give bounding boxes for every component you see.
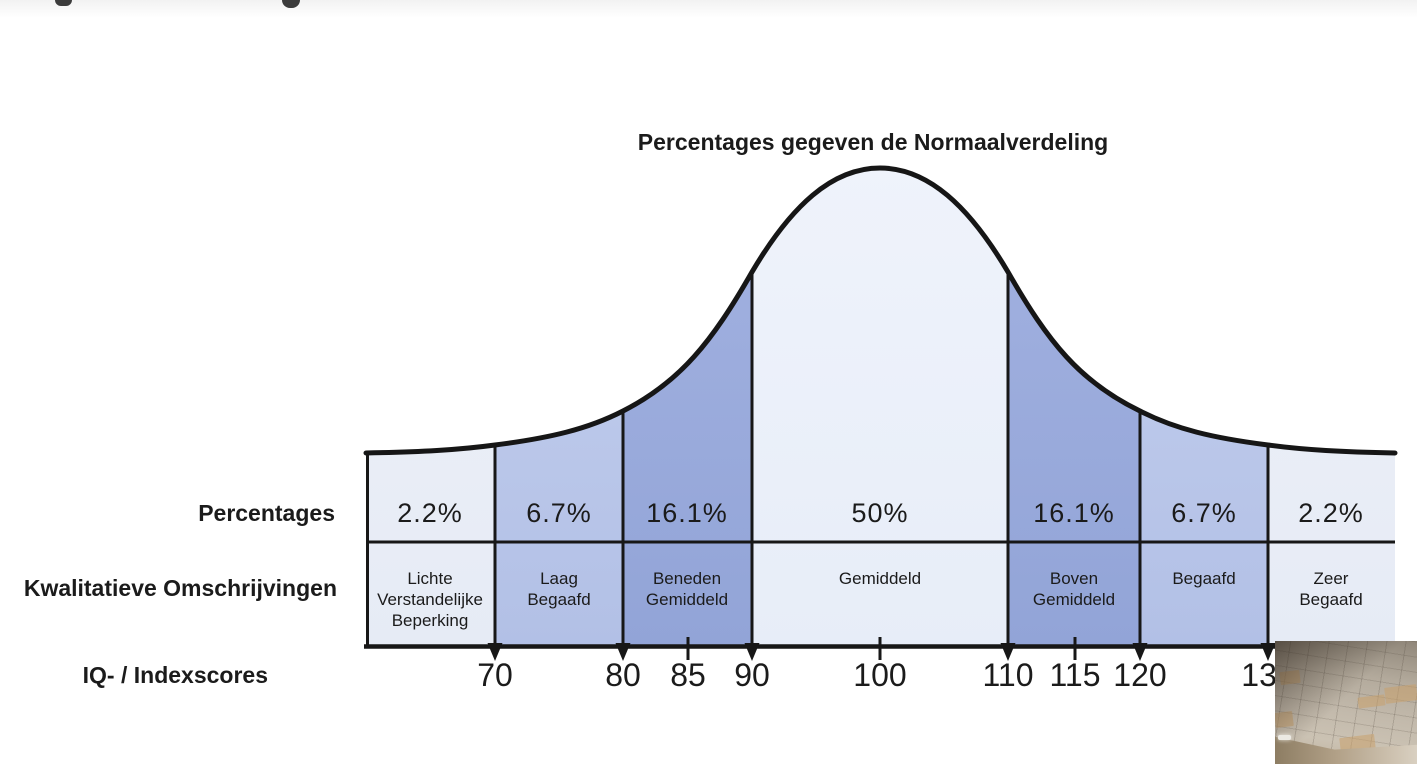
- percentage-cell: 16.1%: [646, 498, 728, 528]
- qualitative-cell: Laag Begaafd: [527, 569, 591, 609]
- row-label-qualitative: Kwalitatieve Omschrijvingen: [23, 575, 337, 601]
- qualitative-cell: Beneden Gemiddeld: [645, 569, 729, 609]
- iq-score-label: 110: [982, 657, 1034, 693]
- row-label-iq-scores: IQ- / Indexscores: [82, 662, 268, 688]
- percentage-cell: 6.7%: [526, 498, 592, 528]
- iq-score-label: 90: [734, 657, 770, 693]
- iq-score-label: 80: [605, 657, 641, 693]
- axis-arrowheads: [487, 643, 1276, 661]
- qualitative-cell: Begaafd: [1172, 569, 1236, 588]
- qualitative-cell: Zeer Begaafd: [1299, 569, 1363, 609]
- cropped-heading-remnant: [282, 0, 300, 8]
- percentage-cell: 16.1%: [1033, 498, 1115, 528]
- iq-score-label: 85: [670, 657, 706, 693]
- bell-curve-path: [363, 165, 1398, 456]
- webcam-video-overlay: [1275, 641, 1417, 764]
- axis-ticks: [686, 637, 1077, 660]
- cropped-heading-remnant: [55, 0, 72, 6]
- percentage-cell: 50%: [851, 498, 909, 528]
- row-label-percentages: Percentages: [198, 500, 335, 526]
- iq-score-label: 115: [1049, 657, 1101, 693]
- percentage-cell: 6.7%: [1171, 498, 1237, 528]
- iq-score-label: 70: [477, 657, 513, 693]
- qualitative-cell: Boven Gemiddeld: [1032, 569, 1116, 609]
- iq-score-label: 120: [1113, 657, 1167, 693]
- percentage-cell: 2.2%: [1298, 498, 1364, 528]
- qualitative-cell: Gemiddeld: [838, 569, 922, 588]
- qualitative-cell: Lichte Verstandelijke Beperking: [377, 569, 483, 630]
- ceiling-light: [1278, 735, 1291, 740]
- percentage-cell: 2.2%: [397, 498, 463, 528]
- top-edge-shading: [0, 0, 1417, 18]
- chart-title: Percentages gegeven de Normaalverdeling: [637, 129, 1109, 155]
- iq-score-label: 100: [853, 657, 907, 693]
